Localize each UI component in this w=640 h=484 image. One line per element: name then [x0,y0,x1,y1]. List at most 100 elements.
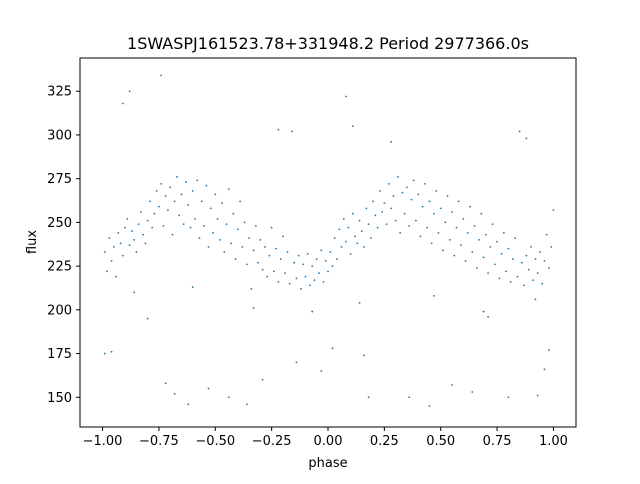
data-point [110,259,113,262]
data-point [385,223,388,226]
data-point [331,347,334,350]
data-point [507,396,510,399]
y-tick-label: 275 [47,172,72,187]
data-point [498,277,501,280]
data-point [421,205,424,208]
data-point [318,272,320,274]
data-point [536,394,539,397]
data-point [378,190,381,192]
data-point [374,214,377,217]
data-point [406,186,408,189]
data-point [338,228,341,231]
data-point [466,231,469,234]
data-point [333,237,336,240]
data-point [169,186,172,189]
data-point [146,317,149,320]
data-point [367,223,370,226]
data-point [277,128,280,131]
data-point [460,244,462,247]
data-point [550,245,553,248]
data-point [302,263,305,266]
x-tick-label: 0.25 [370,434,399,449]
data-point [243,221,246,224]
data-point [142,233,145,236]
data-point [478,238,480,241]
x-axis: −1.00 −0.75 −0.50 −0.25 0.00 0.25 0.50 0.75 1.00 [83,427,568,449]
data-point [446,195,449,198]
data-point [121,254,124,257]
data-point [354,235,356,238]
data-point [194,217,196,220]
data-point [295,277,298,280]
data-point [295,361,298,364]
data-point [329,251,332,254]
data-point [410,198,413,201]
data-point [500,252,503,255]
data-point [552,209,555,212]
data-point [340,245,343,248]
data-point [198,237,201,240]
data-point [313,279,316,281]
data-point [324,259,327,262]
data-point [291,130,293,133]
data-point [245,263,248,266]
data-point [162,224,165,227]
data-point [106,270,108,273]
data-point [155,190,158,192]
x-tick-label: 0.75 [483,434,512,449]
data-point [119,242,122,245]
data-point [144,242,147,245]
data-point [245,403,248,406]
data-point [275,247,278,250]
data-point [392,195,395,198]
x-tick-label: −0.25 [252,434,292,449]
data-point [135,251,138,254]
data-point [387,183,390,185]
data-point [351,125,354,128]
data-point [279,258,282,261]
data-point [342,217,345,220]
data-point [455,226,458,229]
data-point [487,315,489,318]
data-point [383,202,386,205]
data-point [358,219,361,222]
x-axis-label: phase [308,456,347,471]
data-point [133,291,136,294]
data-point [462,217,465,220]
data-point [191,190,194,192]
data-point [115,275,117,278]
data-point [527,268,530,271]
data-point [360,230,363,233]
data-point [160,183,163,185]
data-point [415,219,417,222]
data-point [218,238,221,241]
y-tick-label: 175 [47,347,72,362]
data-point [428,405,431,407]
x-tick-label: 1.00 [539,434,568,449]
data-point [347,226,350,229]
data-point [394,219,397,222]
x-tick-label: −0.50 [195,434,235,449]
data-point [221,202,223,205]
data-point [433,294,435,297]
data-point [173,392,176,395]
data-point [309,284,311,287]
data-point [496,240,498,243]
data-point [433,212,435,215]
data-point [171,233,174,236]
data-point [487,272,489,274]
x-tick-label: −1.00 [83,434,123,449]
data-point [266,275,269,278]
y-tick-label: 150 [47,391,72,406]
data-point [146,219,149,222]
data-point [164,382,167,385]
data-point [489,245,492,248]
data-point [304,275,307,278]
data-point [151,226,154,229]
data-point [216,217,219,220]
data-point [241,245,244,248]
data-point [548,349,550,351]
data-point [369,237,372,240]
data-point [207,387,210,390]
